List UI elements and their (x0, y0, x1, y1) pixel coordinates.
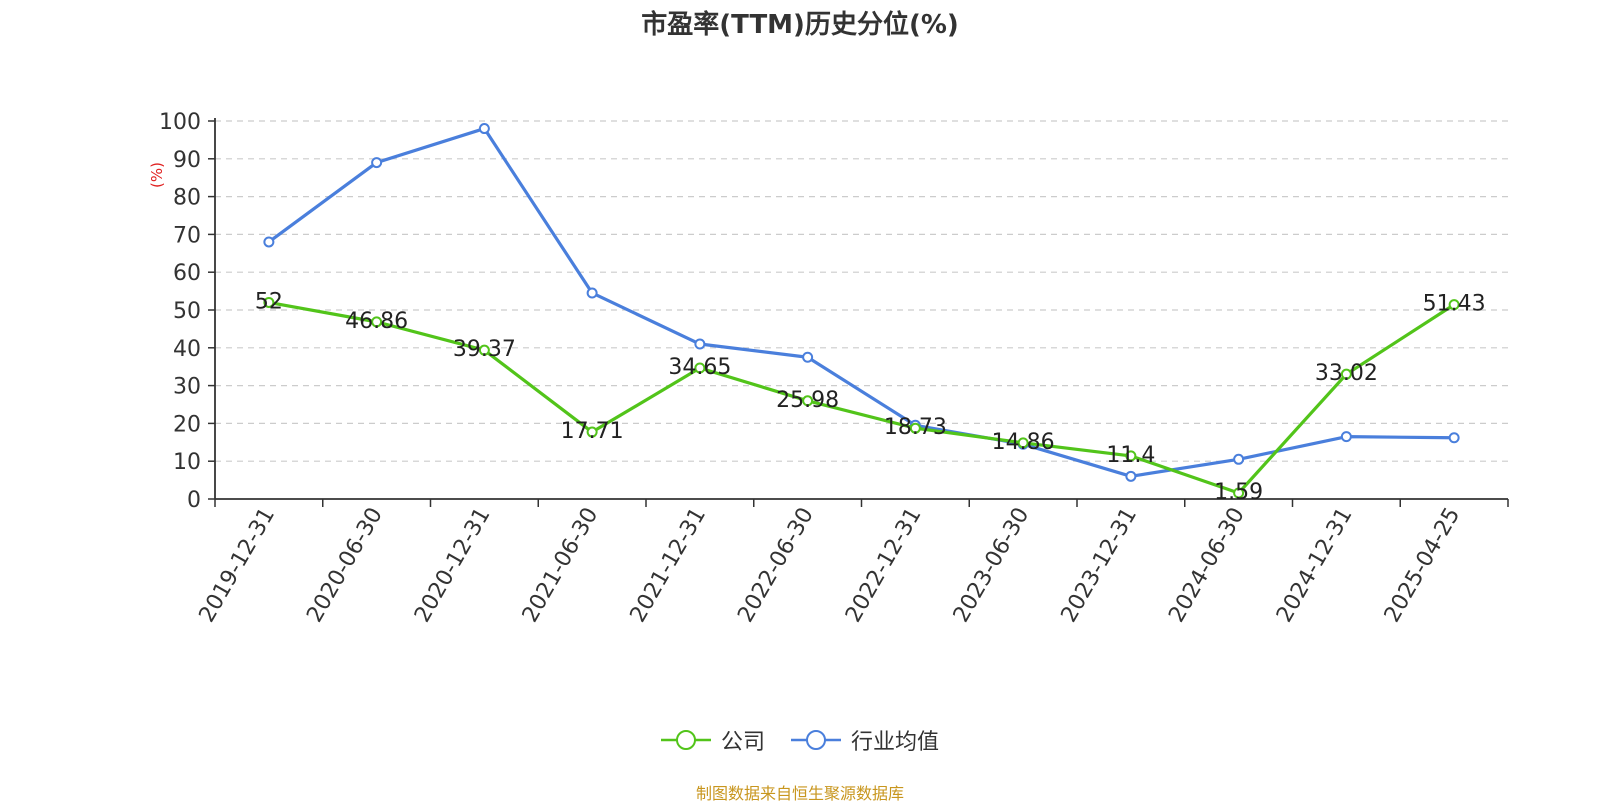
legend-company-icon (660, 730, 711, 750)
data-label: 51.43 (1423, 292, 1486, 317)
data-source-note: 制图数据来自恒生聚源数据库 (695, 784, 904, 803)
y-tick-label: 80 (173, 186, 201, 211)
data-label: 14.86 (992, 430, 1055, 455)
x-tick-label: 2023-12-31 (1056, 504, 1142, 627)
legend-item-industry-average[interactable]: 行业均值 (791, 724, 939, 756)
data-label: 46.86 (345, 309, 408, 334)
y-tick-label: 100 (159, 110, 201, 135)
data-point-industry-average (586, 287, 598, 299)
data-label: 17.71 (561, 419, 624, 444)
y-tick-label: 50 (173, 299, 201, 324)
data-label: 52 (255, 289, 283, 314)
x-tick-label: 2022-06-30 (733, 504, 819, 627)
data-point-company (694, 362, 706, 374)
data-point-company (586, 426, 598, 438)
legend-item-company[interactable]: 公司 (660, 724, 765, 756)
data-point-company (1233, 487, 1245, 499)
y-tick-label: 10 (173, 450, 201, 475)
legend-industry-icon (791, 730, 841, 750)
data-label: 25.98 (776, 388, 839, 413)
data-point-industry-average (802, 351, 814, 363)
data-point-industry-average (694, 338, 706, 350)
series-line-company (268, 300, 1455, 495)
data-label: 34.65 (668, 355, 731, 380)
x-tick-label: 2020-06-30 (302, 504, 388, 627)
data-point-industry-average (1125, 470, 1137, 482)
y-tick-label: 70 (173, 223, 201, 248)
data-point-industry-average (1233, 453, 1245, 465)
x-tick-label: 2024-06-30 (1164, 504, 1250, 627)
data-labels: 52 46.86 39.37 17.71 34.65 25.98 18.73 14.86 11.… (255, 289, 1486, 505)
data-label: 11.4 (1106, 443, 1155, 468)
y-tick-label: 20 (173, 412, 201, 437)
data-label: 39.37 (453, 337, 516, 362)
data-point-industry-average (1340, 431, 1352, 443)
y-tick-label: 0 (187, 488, 201, 513)
data-point-company (1340, 368, 1352, 380)
x-tick-label: 2025-04-25 (1380, 504, 1466, 627)
data-point-company (1448, 299, 1460, 311)
y-tick-label: 40 (173, 337, 201, 362)
y-tick-label: 60 (173, 261, 201, 286)
series (263, 123, 1460, 499)
x-tick-label: 2022-12-31 (841, 504, 927, 627)
data-label: 18.73 (884, 415, 947, 440)
x-tick-label: 2024-12-31 (1272, 504, 1358, 627)
y-axis-label: (%) (148, 162, 166, 188)
data-point-company (802, 395, 814, 407)
chart-title: 市盈率(TTM)历史分位(%) (641, 10, 959, 40)
data-point-company (263, 296, 275, 308)
data-label: 1.59 (1214, 480, 1263, 505)
data-point-company (371, 316, 383, 328)
x-tick-label: 2020-12-31 (410, 504, 496, 627)
data-point-industry-average (1448, 432, 1460, 444)
legend-industry-label: 行业均值 (851, 730, 940, 755)
y-tick-label: 90 (173, 148, 201, 173)
data-point-industry-average (263, 236, 275, 248)
x-tick-label: 2021-12-31 (625, 504, 711, 627)
data-point-company (478, 344, 490, 356)
legend-company-label: 公司 (720, 730, 765, 755)
series-line-industry-average (267, 126, 1455, 478)
y-tick-label: 30 (173, 375, 201, 400)
data-label: 33.02 (1315, 361, 1378, 386)
x-tick-label: 2023-06-30 (949, 504, 1035, 627)
data-point-company (1017, 437, 1029, 449)
legend: 公司 行业均值 (0, 722, 1600, 758)
x-tick-label: 2019-12-31 (194, 504, 280, 627)
data-point-industry-average (371, 157, 383, 169)
data-point-company (1125, 450, 1137, 462)
x-tick-label: 2021-06-30 (518, 504, 604, 627)
data-point-industry-average (478, 123, 490, 135)
data-point-company (909, 422, 921, 434)
